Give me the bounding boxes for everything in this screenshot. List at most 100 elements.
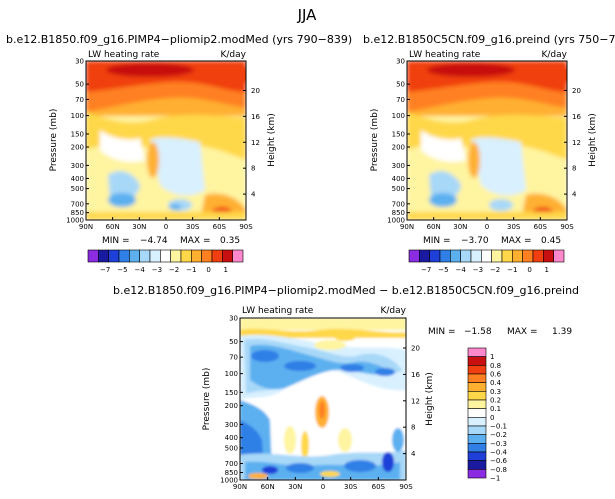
panel-1-y-right-tick-label: 8 xyxy=(251,165,255,173)
panel-3-y-tick-label: 850 xyxy=(225,469,238,477)
panel-2-y-tick-label: 400 xyxy=(392,175,405,183)
panel-3-y-tick-label: 400 xyxy=(225,434,238,442)
panel-3-colorbar-label: −0.1 xyxy=(490,423,507,431)
panel-2-min-value: −3.70 xyxy=(461,236,489,246)
panel-1-colorbar-box xyxy=(232,249,244,263)
panel-2-x-tick-label: 90N xyxy=(400,223,414,231)
panel-2-colorbar-box xyxy=(439,249,451,263)
panel-1-colorbar-box xyxy=(191,249,202,263)
panel-2-max-value: 0.45 xyxy=(541,236,561,246)
panel-3-colorbar-box xyxy=(467,373,487,383)
panel-3-y-tick-label: 150 xyxy=(225,389,238,397)
panel-1-x-tick-label: 90S xyxy=(239,223,253,231)
panel-2-colorbar-box xyxy=(512,249,523,263)
panel-3-colorbar-label: 0.2 xyxy=(490,397,501,405)
panel-2-x-tick-label: 0 xyxy=(485,223,489,231)
panel-2-colorbar-box xyxy=(408,249,420,263)
panel-1-y-tick-label: 150 xyxy=(71,130,84,138)
panel-3-y-tick-label: 300 xyxy=(225,421,238,429)
panel-3-x-tick-label: 30N xyxy=(288,483,302,491)
panel-2-title: b.e12.B1850C5CN.f09_g16.preind (yrs 750−… xyxy=(363,33,615,46)
panel-1-y-right-tick-label: 20 xyxy=(251,87,260,95)
panel-2-min-label: MIN = xyxy=(423,236,451,246)
panel-2-y-tick-label: 1000 xyxy=(387,217,405,225)
panel-2-y-right-tick-label: 8 xyxy=(572,165,576,173)
panel-3-colorbar-box xyxy=(467,469,487,479)
panel-3-title: b.e12.B1850.f09_g16.PIMP4−pliomip2.modMe… xyxy=(113,284,579,297)
panel-2-y-tick-label: 700 xyxy=(392,200,405,208)
panel-1-x-tick-label: 30S xyxy=(186,223,200,231)
panel-1-max-value: 0.35 xyxy=(220,236,240,246)
panel-1: b.e12.B1850.f09_g16.PIMP4−pliomip2.modMe… xyxy=(6,33,352,274)
panel-2-colorbar-label: −1 xyxy=(507,266,517,274)
panel-2-contour-field xyxy=(407,61,567,220)
panel-3-colorbar-box xyxy=(467,451,487,461)
panel-2-colorbar-box xyxy=(481,249,492,263)
panel-3-x-tick-label: 90S xyxy=(399,483,413,491)
panel-2-colorbar-label: −4 xyxy=(456,266,467,274)
panel-1-max-label: MAX = xyxy=(180,236,211,246)
panel-2: b.e12.B1850C5CN.f09_g16.preind (yrs 750−… xyxy=(363,33,615,274)
panel-1-colorbar-box xyxy=(139,249,151,263)
panel-2-y-right-tick-label: 4 xyxy=(572,191,577,199)
panel-3-colorbar-label: 0.6 xyxy=(490,371,502,379)
panel-2-y-tick-label: 500 xyxy=(392,185,405,193)
panel-3-colorbar-label: −0.8 xyxy=(490,466,507,474)
panel-3-colorbar-box xyxy=(467,365,487,375)
panel-1-y-tick-label: 50 xyxy=(75,81,84,89)
panel-3-y-tick-label: 100 xyxy=(225,370,238,378)
panel-1-colorbar-box xyxy=(87,249,99,263)
panel-1-y-right-tick-label: 4 xyxy=(251,191,256,199)
panel-3-colorbar-label: −0.4 xyxy=(490,449,508,457)
panel-1-colorbar-label: −7 xyxy=(100,266,110,274)
panel-1-colorbar-box xyxy=(98,249,109,263)
panel-3-y-tick-label: 1000 xyxy=(220,477,238,485)
panel-1-colorbar-label: −1 xyxy=(186,266,196,274)
panel-2-y-tick-label: 300 xyxy=(392,162,405,170)
panel-2-y-right-tick-label: 20 xyxy=(572,87,581,95)
panel-2-colorbar-box xyxy=(470,249,482,263)
panel-1-colorbar-label: 1 xyxy=(224,266,228,274)
panel-1-ylabel-right: Height (km) xyxy=(267,113,277,167)
panel-1-subtitle-left: LW heating rate xyxy=(88,50,160,60)
panel-2-ylabel-right: Height (km) xyxy=(588,113,598,167)
panel-1-x-tick-label: 0 xyxy=(164,223,168,231)
panel-3-y-right-tick-label: 8 xyxy=(411,424,415,432)
panel-2-subtitle-left: LW heating rate xyxy=(409,50,481,60)
panel-2-max-label: MAX = xyxy=(501,236,532,246)
panel-1-colorbar-box xyxy=(222,249,233,263)
panel-1-colorbar-label: −2 xyxy=(169,266,179,274)
panel-1-y-tick-label: 200 xyxy=(71,144,84,152)
panel-2-x-tick-label: 90S xyxy=(560,223,574,231)
panel-3-contour-field xyxy=(240,318,406,480)
panel-2-colorbar-box xyxy=(419,249,430,263)
panel-1-y-tick-label: 70 xyxy=(75,96,84,104)
panel-3-colorbar-label: 0 xyxy=(490,414,494,422)
panel-1-colorbar-label: −3 xyxy=(152,266,162,274)
panel-3-colorbar-box xyxy=(467,399,487,409)
panel-3-colorbar-label: −1 xyxy=(490,475,500,483)
panel-1-colorbar-box xyxy=(170,249,182,263)
panel-3-min-value: −1.58 xyxy=(464,327,492,337)
panel-2-y-tick-label: 50 xyxy=(396,81,405,89)
panel-3-colorbar-box xyxy=(467,460,487,470)
panel-3-y-right-tick-label: 20 xyxy=(411,345,420,353)
panel-3-x-tick-label: 0 xyxy=(321,483,325,491)
panel-1-colorbar-box xyxy=(211,249,223,263)
panel-2-colorbar-box xyxy=(543,249,554,263)
panel-3-colorbar-box xyxy=(467,356,487,366)
panel-2-colorbar-box xyxy=(522,249,534,263)
panel-3-y-tick-label: 70 xyxy=(229,354,238,362)
panel-1-colorbar-label: −4 xyxy=(135,266,146,274)
panel-1-title: b.e12.B1850.f09_g16.PIMP4−pliomip2.modMe… xyxy=(6,33,352,46)
panel-1-y-right-tick-label: 16 xyxy=(251,113,260,121)
panel-1-y-tick-label: 300 xyxy=(71,162,84,170)
panel-1-x-tick-label: 90N xyxy=(79,223,93,231)
panel-3-max-label: MAX = xyxy=(507,327,538,337)
panel-1-y-tick-label: 100 xyxy=(71,112,84,120)
panel-3-y-tick-label: 30 xyxy=(229,315,238,323)
panel-2-colorbar-box xyxy=(460,249,472,263)
panel-2-y-tick-label: 200 xyxy=(392,144,405,152)
panel-2-colorbar-box xyxy=(532,249,544,263)
